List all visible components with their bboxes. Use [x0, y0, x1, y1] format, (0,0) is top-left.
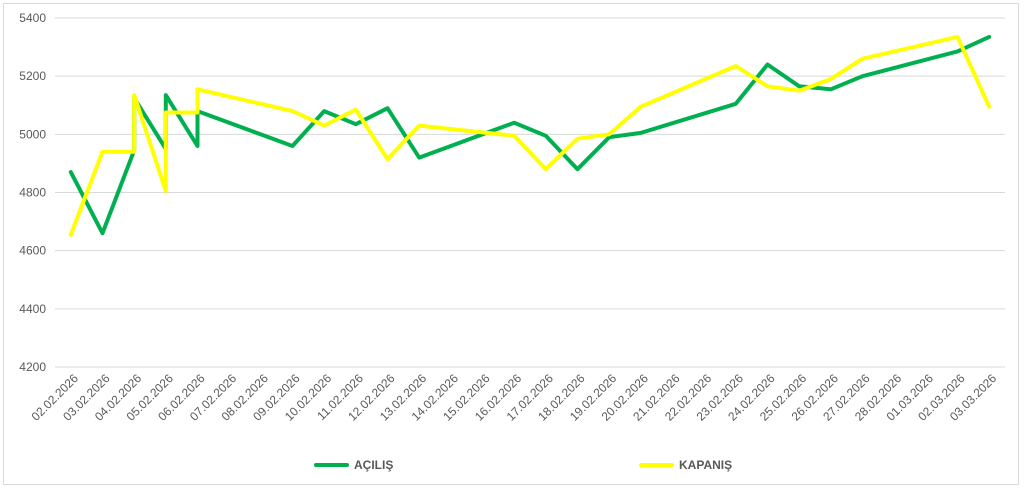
y-tick-label: 4400	[19, 302, 46, 316]
legend-label: KAPANIŞ	[679, 458, 732, 472]
y-tick-label: 5400	[19, 11, 46, 25]
y-tick-label: 4600	[19, 244, 46, 258]
legend: AÇILIŞ KAPANIŞ	[314, 458, 732, 472]
legend-label: AÇILIŞ	[354, 458, 393, 472]
x-axis-ticks: 02.02.202603.02.202604.02.202605.02.2026…	[29, 371, 1000, 424]
series-lines	[68, 34, 992, 237]
gridlines	[55, 17, 1005, 368]
y-tick-label: 5000	[19, 127, 46, 141]
series-line-kapanis	[68, 34, 992, 237]
y-tick-label: 5200	[19, 69, 46, 83]
y-axis-ticks: 4200 4400 4600 4800 5000 5200 5400	[19, 11, 46, 374]
y-tick-label: 4800	[19, 186, 46, 200]
y-tick-label: 4200	[19, 360, 46, 374]
